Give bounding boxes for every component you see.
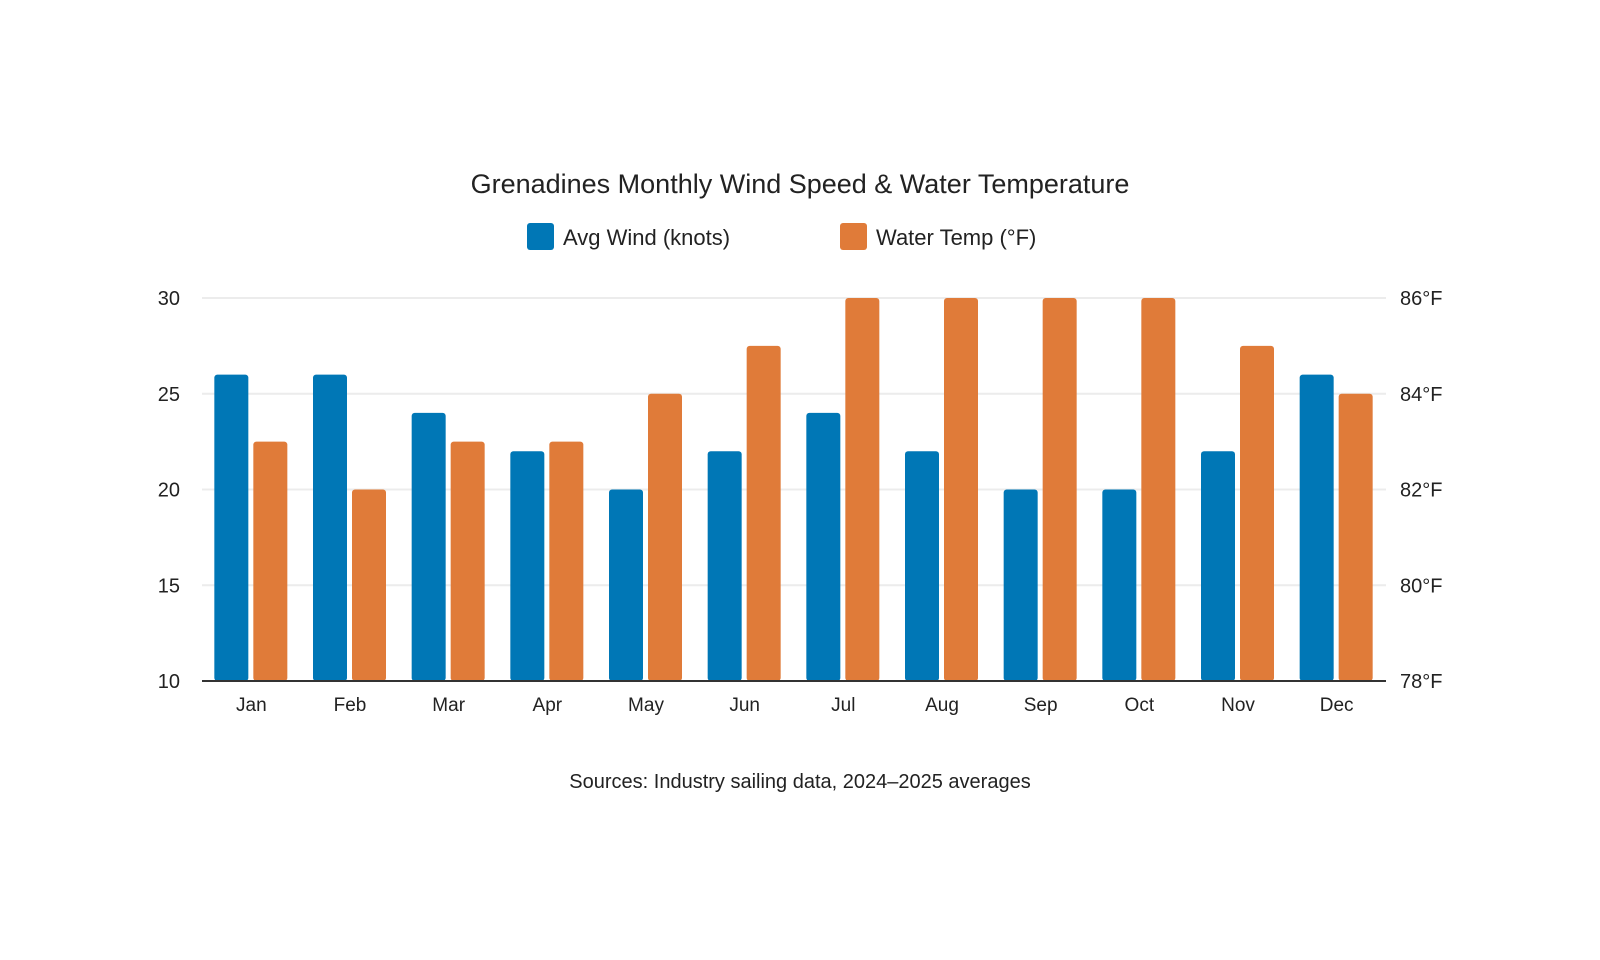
x-tick-label: May (628, 695, 664, 716)
source-note: Sources: Industry sailing data, 2024–202… (569, 771, 1030, 793)
gridlines (202, 297, 1386, 587)
x-tick-label: Nov (1221, 695, 1255, 716)
bar-temp-jul (845, 298, 880, 681)
y-left-tick-label: 10 (158, 671, 180, 693)
legend-label: Water Temp (°F) (876, 225, 1036, 250)
bar-temp-apr (549, 441, 584, 681)
y-right-tick-label: 86°F (1400, 288, 1442, 310)
legend: Avg Wind (knots) Water Temp (°F) (527, 223, 1036, 250)
x-tick-label: Apr (533, 695, 563, 716)
bars (214, 298, 1373, 681)
y-left-tick-label: 20 (158, 480, 180, 502)
y-right-tick-label: 84°F (1400, 384, 1442, 406)
x-tick-label: Sep (1024, 695, 1058, 716)
y-right-tick-label: 78°F (1400, 671, 1442, 693)
bar-temp-jun (746, 345, 781, 681)
y-left-tick-label: 25 (158, 384, 180, 406)
x-tick-label: Oct (1125, 695, 1155, 716)
bar-wind-aug (905, 451, 939, 681)
bar-temp-may (648, 393, 682, 681)
bar-wind-mar (411, 412, 446, 681)
bar-temp-mar (450, 441, 485, 681)
bar-wind-jan (214, 374, 249, 681)
bar-temp-oct (1141, 298, 1176, 681)
y-right-tick-label: 80°F (1400, 575, 1442, 597)
bar-wind-oct (1102, 489, 1137, 681)
legend-swatch (840, 223, 867, 250)
y-left-tick-label: 15 (158, 575, 180, 597)
y-left-tick-label: 30 (158, 288, 180, 310)
bar-wind-jun (707, 451, 742, 681)
bar-wind-feb (313, 374, 347, 681)
bar-temp-aug (944, 298, 978, 681)
bar-wind-sep (1003, 489, 1038, 681)
x-tick-label: Jul (831, 695, 855, 716)
chart-title: Grenadines Monthly Wind Speed & Water Te… (471, 169, 1130, 199)
x-tick-label: Aug (925, 695, 959, 716)
x-tick-label: Feb (334, 695, 367, 716)
x-tick-label: Jan (236, 695, 267, 716)
legend-swatch (527, 223, 554, 250)
legend-label: Avg Wind (knots) (563, 225, 730, 250)
bar-wind-nov (1201, 451, 1235, 681)
axes: 10 15 20 25 30 78°F 80°F 82°F 84°F 86°F Jan Feb Mar A… (158, 288, 1443, 716)
x-tick-label: Dec (1320, 695, 1354, 716)
bar-temp-jan (253, 441, 288, 681)
bar-wind-jul (806, 412, 841, 681)
bar-wind-apr (510, 451, 545, 681)
x-tick-label: Mar (432, 695, 465, 716)
y-right-tick-label: 82°F (1400, 480, 1442, 502)
bar-wind-may (609, 489, 643, 681)
bar-temp-feb (352, 489, 386, 681)
bar-wind-dec (1299, 374, 1334, 681)
bar-temp-sep (1042, 298, 1077, 681)
x-tick-label: Jun (729, 695, 760, 716)
bar-temp-dec (1338, 393, 1373, 681)
bar-temp-nov (1240, 345, 1274, 681)
